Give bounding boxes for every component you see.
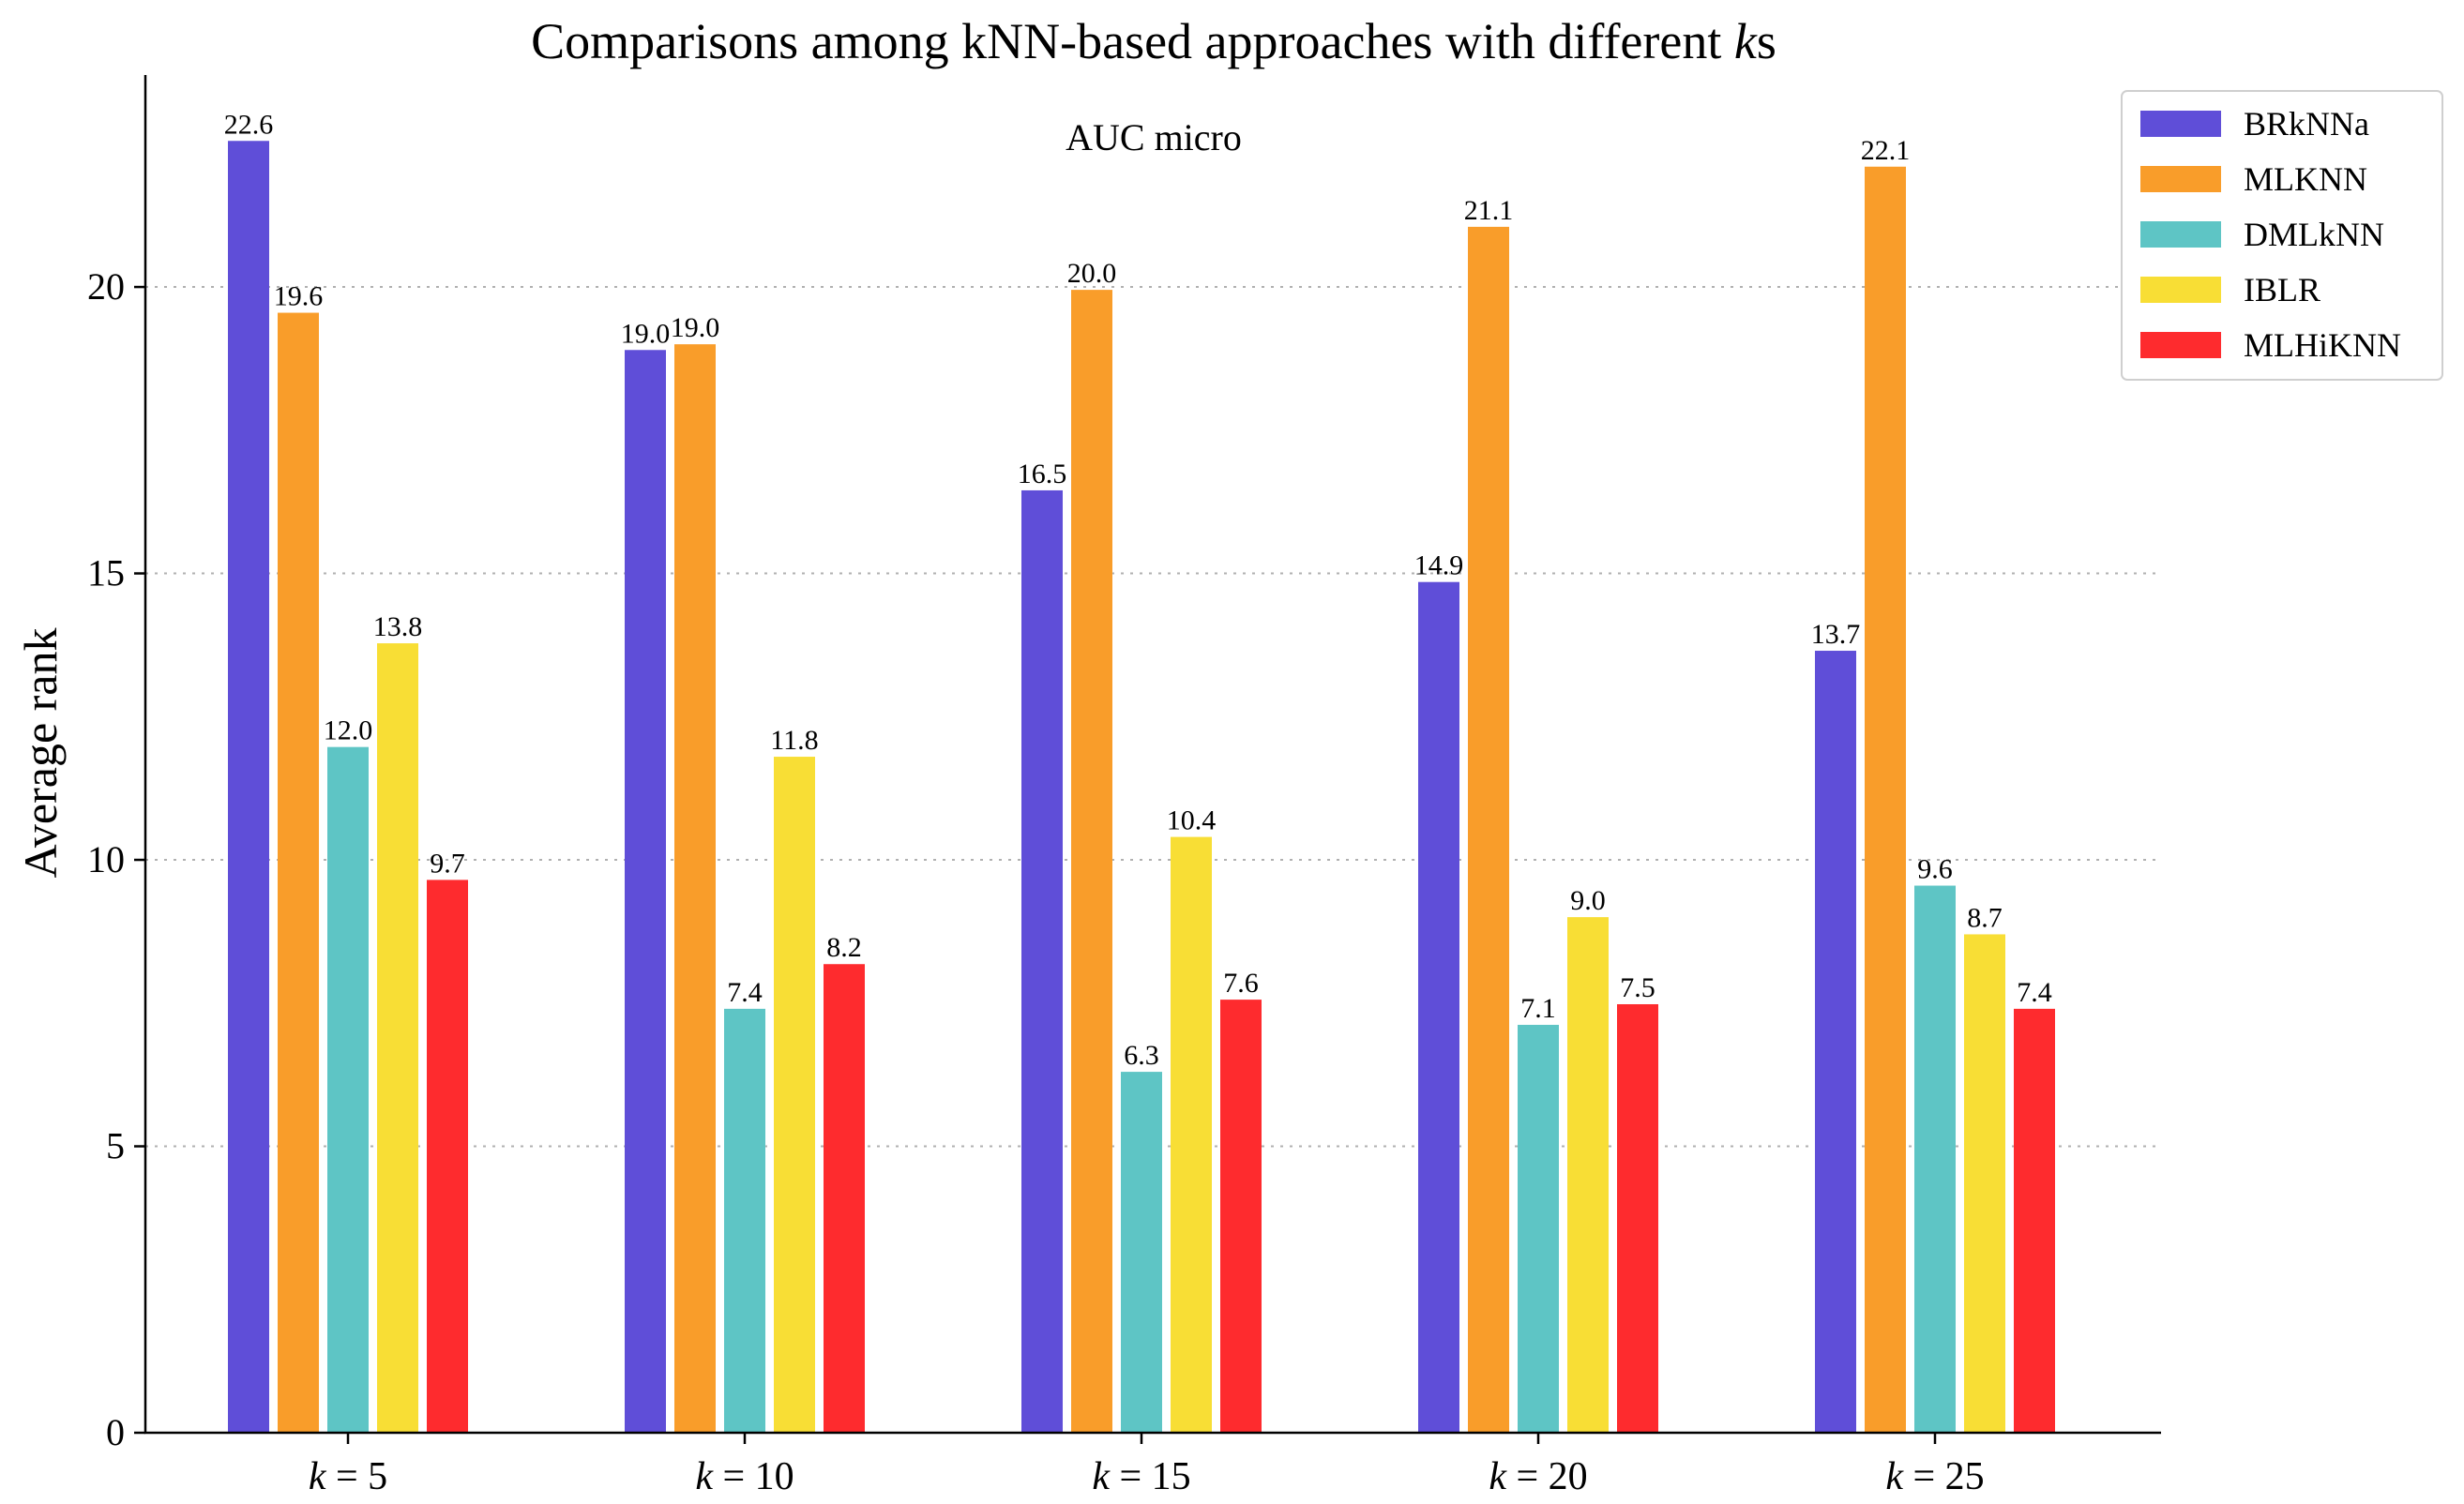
data-label: 10.4 bbox=[1167, 805, 1217, 836]
bar-iblr-3 bbox=[1171, 837, 1212, 1433]
legend-label-mlknn: MLKNN bbox=[2244, 160, 2367, 198]
x-tick-label: k = 25 bbox=[1885, 1455, 1984, 1498]
data-label: 22.6 bbox=[224, 109, 274, 140]
data-label: 9.0 bbox=[1570, 885, 1606, 916]
y-axis-label: Average rank bbox=[14, 628, 67, 879]
data-label: 19.0 bbox=[621, 318, 671, 349]
data-label: 9.6 bbox=[1917, 854, 1953, 885]
legend-swatch-mlknn bbox=[2140, 166, 2221, 192]
bar-brknna-5 bbox=[1815, 651, 1856, 1433]
legend-label-brknna: BRkNNa bbox=[2244, 105, 2369, 143]
data-label: 9.7 bbox=[430, 848, 465, 879]
legend-label-mlhiknn: MLHiKNN bbox=[2244, 326, 2401, 364]
bar-mlhiknn-5 bbox=[2014, 1009, 2055, 1433]
legend-swatch-brknna bbox=[2140, 111, 2221, 137]
data-label: 19.6 bbox=[274, 281, 324, 312]
data-label: 12.0 bbox=[324, 715, 373, 746]
data-label: 7.4 bbox=[727, 977, 763, 1008]
bar-brknna-3 bbox=[1021, 490, 1063, 1433]
bar-brknna-2 bbox=[625, 350, 666, 1433]
data-label: 7.4 bbox=[2017, 977, 2052, 1008]
bar-mlknn-5 bbox=[1865, 167, 1906, 1433]
chart-title: Comparisons among kNN-based approaches w… bbox=[531, 13, 1776, 69]
data-label: 14.9 bbox=[1414, 550, 1464, 581]
chart-subtitle: AUC micro bbox=[1066, 116, 1242, 158]
bar-brknna-4 bbox=[1418, 582, 1459, 1433]
data-label: 7.5 bbox=[1620, 972, 1655, 1003]
bar-iblr-4 bbox=[1567, 917, 1609, 1433]
legend-swatch-dmlknn bbox=[2140, 221, 2221, 248]
legend-label-dmlknn: DMLkNN bbox=[2244, 216, 2384, 253]
bar-brknna-1 bbox=[228, 141, 269, 1433]
data-label: 19.0 bbox=[671, 312, 720, 343]
bar-mlknn-1 bbox=[278, 313, 319, 1433]
y-tick-label: 15 bbox=[87, 552, 125, 594]
bar-dmlknn-1 bbox=[327, 747, 369, 1433]
y-tick-label: 0 bbox=[106, 1411, 125, 1453]
data-label: 13.7 bbox=[1811, 619, 1861, 650]
bar-mlhiknn-4 bbox=[1617, 1004, 1658, 1433]
x-tick-label: k = 5 bbox=[309, 1455, 387, 1498]
x-tick-label: k = 10 bbox=[695, 1455, 794, 1498]
data-label: 16.5 bbox=[1018, 459, 1067, 489]
bar-iblr-2 bbox=[774, 757, 815, 1433]
bar-mlknn-2 bbox=[674, 344, 716, 1433]
data-label: 6.3 bbox=[1124, 1040, 1159, 1071]
data-label: 21.1 bbox=[1464, 195, 1514, 226]
bar-mlhiknn-1 bbox=[427, 880, 468, 1433]
y-tick-label: 20 bbox=[87, 265, 125, 308]
bar-chart: Comparisons among kNN-based approaches w… bbox=[0, 0, 2464, 1504]
data-label: 8.2 bbox=[826, 932, 862, 963]
bar-mlhiknn-3 bbox=[1220, 1000, 1262, 1433]
data-label: 20.0 bbox=[1067, 258, 1117, 289]
data-label: 22.1 bbox=[1861, 135, 1911, 166]
data-label: 11.8 bbox=[770, 725, 818, 756]
data-label: 7.1 bbox=[1520, 993, 1556, 1024]
x-tick-label: k = 20 bbox=[1489, 1455, 1587, 1498]
bar-iblr-1 bbox=[377, 643, 418, 1433]
x-tick-label: k = 15 bbox=[1092, 1455, 1190, 1498]
y-tick-label: 10 bbox=[87, 838, 125, 880]
bar-mlknn-4 bbox=[1468, 227, 1509, 1433]
legend: BRkNNa MLKNN DMLkNN IBLR MLHiKNN bbox=[2122, 91, 2442, 380]
legend-swatch-iblr bbox=[2140, 277, 2221, 303]
bar-dmlknn-4 bbox=[1518, 1025, 1559, 1433]
bar-mlhiknn-2 bbox=[824, 964, 865, 1433]
legend-label-iblr: IBLR bbox=[2244, 271, 2320, 308]
data-label: 7.6 bbox=[1223, 968, 1259, 999]
bar-dmlknn-3 bbox=[1121, 1072, 1162, 1433]
y-tick-label: 5 bbox=[106, 1125, 125, 1167]
bar-iblr-5 bbox=[1964, 934, 2005, 1433]
data-label: 8.7 bbox=[1967, 902, 2003, 933]
bar-mlknn-3 bbox=[1071, 290, 1112, 1433]
bar-dmlknn-5 bbox=[1914, 886, 1956, 1433]
bar-dmlknn-2 bbox=[724, 1009, 765, 1433]
data-label: 13.8 bbox=[373, 611, 423, 642]
legend-swatch-mlhiknn bbox=[2140, 332, 2221, 358]
